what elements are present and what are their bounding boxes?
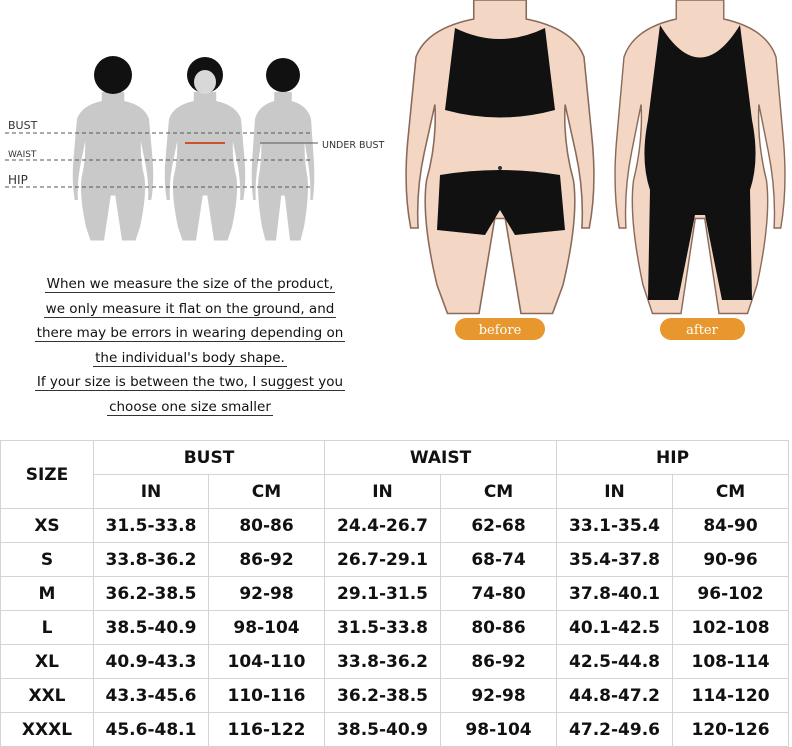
note-line: we only measure it flat on the ground, a… bbox=[43, 300, 337, 318]
after-figure: after bbox=[614, 0, 786, 340]
unit-header: IN bbox=[324, 474, 442, 509]
size-name: L bbox=[0, 610, 94, 645]
size-table: SIZE BUST WAIST HIP IN CM IN CM IN CM XS 31.5-33.8 8… bbox=[0, 440, 790, 747]
size-cell: 74-80 bbox=[440, 576, 558, 611]
bust-label: BUST bbox=[8, 119, 38, 132]
size-cell: 84-90 bbox=[672, 508, 790, 543]
size-row: M 36.2-38.5 92-98 29.1-31.5 74-80 37.8-40.1 96… bbox=[0, 576, 790, 611]
size-cell: 33.1-35.4 bbox=[556, 508, 674, 543]
note-line-row: choose one size smaller bbox=[0, 395, 380, 420]
size-cell: 45.6-48.1 bbox=[93, 712, 209, 747]
note-line-row: When we measure the size of the product, bbox=[0, 272, 380, 297]
under-bust-label: UNDER BUST bbox=[322, 140, 384, 151]
group-header: BUST bbox=[92, 440, 326, 475]
note-line: If your size is between the two, I sugge… bbox=[34, 374, 346, 391]
before-figure: before bbox=[405, 0, 595, 340]
waist-label: WAIST bbox=[8, 150, 37, 160]
size-cell: 102-108 bbox=[672, 610, 790, 645]
size-cell: 31.5-33.8 bbox=[93, 508, 209, 543]
size-cell: 110-116 bbox=[207, 678, 326, 713]
unit-header: CM bbox=[440, 474, 558, 509]
unit-header: CM bbox=[207, 474, 326, 509]
note-line: choose one size smaller bbox=[107, 398, 273, 416]
size-cell: 90-96 bbox=[672, 542, 790, 577]
size-cell: 80-86 bbox=[440, 610, 558, 645]
size-cell: 35.4-37.8 bbox=[556, 542, 674, 577]
size-cell: 36.2-38.5 bbox=[93, 576, 209, 611]
group-header: HIP bbox=[556, 440, 790, 475]
size-cell: 68-74 bbox=[440, 542, 558, 577]
size-cell: 47.2-49.6 bbox=[556, 712, 674, 747]
size-cell: 120-126 bbox=[672, 712, 790, 747]
size-cell: 38.5-40.9 bbox=[93, 610, 209, 645]
size-row: XS 31.5-33.8 80-86 24.4-26.7 62-68 33.1-35.4 8… bbox=[0, 508, 790, 543]
size-row: L 38.5-40.9 98-104 31.5-33.8 80-86 40.1-42.5 1… bbox=[0, 610, 790, 645]
size-name: XXXL bbox=[0, 712, 94, 747]
unit-header: CM bbox=[672, 474, 790, 509]
unit-header-row: IN CM IN CM IN CM bbox=[1, 474, 790, 509]
size-row: XXL 43.3-45.6 110-116 36.2-38.5 92-98 44.8-47… bbox=[0, 678, 790, 713]
size-cell: 98-104 bbox=[207, 610, 326, 645]
group-header-row: SIZE BUST WAIST HIP bbox=[0, 440, 790, 509]
size-cell: 104-110 bbox=[207, 644, 326, 679]
corner-header: SIZE bbox=[0, 440, 94, 509]
note-line-row: If your size is between the two, I sugge… bbox=[0, 370, 380, 395]
size-cell: 62-68 bbox=[440, 508, 558, 543]
size-cell: 26.7-29.1 bbox=[324, 542, 442, 577]
illustrations: BUST WAIST HIP UNDER BUST before after bbox=[5, 0, 786, 340]
size-row: XXXL 45.6-48.1 116-122 38.5-40.9 98-104 47.2-… bbox=[0, 712, 790, 747]
after-label: after bbox=[686, 323, 718, 338]
size-cell: 24.4-26.7 bbox=[324, 508, 442, 543]
size-cell: 29.1-31.5 bbox=[324, 576, 442, 611]
size-cell: 92-98 bbox=[440, 678, 558, 713]
size-row: XL 40.9-43.3 104-110 33.8-36.2 86-92 42.5-44.… bbox=[0, 644, 790, 679]
size-cell: 92-98 bbox=[207, 576, 326, 611]
size-cell: 96-102 bbox=[672, 576, 790, 611]
unit-header: IN bbox=[556, 474, 674, 509]
size-cell: 33.8-36.2 bbox=[324, 644, 442, 679]
note-line-row: there may be errors in wearing depending… bbox=[0, 321, 380, 346]
size-cell: 116-122 bbox=[207, 712, 326, 747]
note: When we measure the size of the product,… bbox=[0, 272, 380, 419]
before-label: before bbox=[479, 323, 522, 338]
measure-figures: BUST WAIST HIP UNDER BUST bbox=[5, 56, 384, 241]
note-line-row: we only measure it flat on the ground, a… bbox=[0, 297, 380, 322]
group-header: WAIST bbox=[324, 440, 558, 475]
size-name: XXL bbox=[0, 678, 94, 713]
size-name: M bbox=[0, 576, 94, 611]
hip-label: HIP bbox=[8, 173, 28, 187]
size-cell: 114-120 bbox=[672, 678, 790, 713]
size-cell: 80-86 bbox=[207, 508, 326, 543]
size-cell: 86-92 bbox=[207, 542, 326, 577]
size-cell: 108-114 bbox=[672, 644, 790, 679]
size-cell: 31.5-33.8 bbox=[324, 610, 442, 645]
size-row: S 33.8-36.2 86-92 26.7-29.1 68-74 35.4-37.8 90… bbox=[0, 542, 790, 577]
size-cell: 43.3-45.6 bbox=[93, 678, 209, 713]
size-name: S bbox=[0, 542, 94, 577]
size-name: XS bbox=[0, 508, 94, 543]
size-cell: 37.8-40.1 bbox=[556, 576, 674, 611]
note-line: When we measure the size of the product, bbox=[44, 276, 336, 293]
size-cell: 40.9-43.3 bbox=[93, 644, 209, 679]
size-cell: 40.1-42.5 bbox=[556, 610, 674, 645]
size-name: XL bbox=[0, 644, 94, 679]
note-line: there may be errors in wearing depending… bbox=[34, 325, 346, 342]
size-cell: 36.2-38.5 bbox=[324, 678, 442, 713]
size-cell: 42.5-44.8 bbox=[556, 644, 674, 679]
size-cell: 33.8-36.2 bbox=[93, 542, 209, 577]
size-cell: 38.5-40.9 bbox=[324, 712, 442, 747]
note-line-row: the individual's body shape. bbox=[0, 346, 380, 371]
unit-header: IN bbox=[93, 474, 209, 509]
size-cell: 98-104 bbox=[440, 712, 558, 747]
size-cell: 44.8-47.2 bbox=[556, 678, 674, 713]
size-cell: 86-92 bbox=[440, 644, 558, 679]
note-line: the individual's body shape. bbox=[93, 349, 287, 367]
